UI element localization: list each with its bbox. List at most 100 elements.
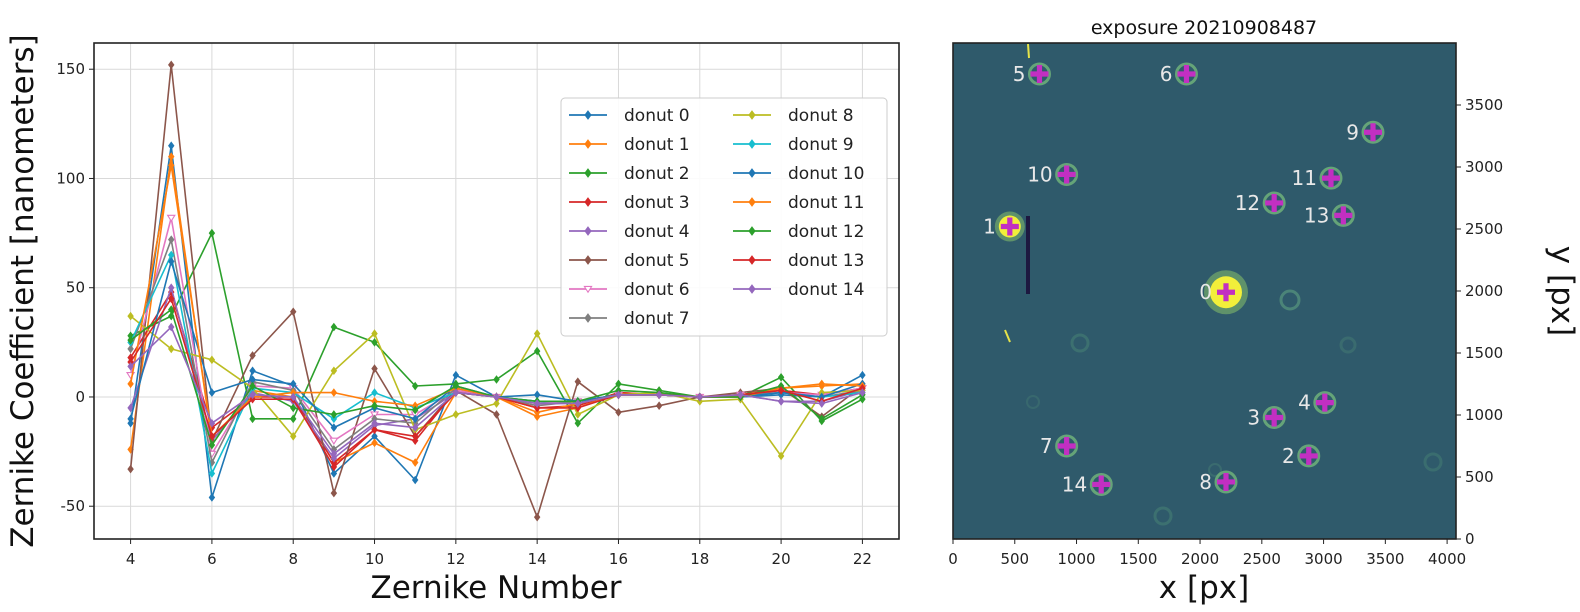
data-point [411,458,419,467]
data-point [371,364,378,373]
legend-item: donut 6 [569,280,690,300]
donut-ring [1027,62,1051,86]
ghost-donut [1153,506,1173,526]
axes-frame [93,42,900,540]
y-axis-label: Zernike Coefficient [nanometers] [5,34,41,547]
legend-item: donut 13 [733,251,864,271]
legend: donut 0 donut 1 donut 2 donut 3 donut 4 donut… [560,97,888,337]
data-point [493,399,500,408]
donut-label: 12 [1235,191,1260,215]
data-point [168,161,175,170]
donut-ring [1297,444,1321,468]
legend-item: donut 8 [733,106,854,126]
legend-item: donut 5 [569,251,690,271]
legend-item: donut 0 [569,106,690,126]
data-point [208,418,216,428]
data-point [696,397,704,406]
data-point [166,214,176,223]
donut-2: 2 [1282,444,1321,468]
image-y-tick-label: 2500 [1465,220,1503,238]
data-point [168,344,175,354]
legend-item: donut 7 [569,309,690,329]
data-point [208,493,216,502]
donut-ring [1055,162,1079,186]
donut-8: 8 [1199,470,1238,494]
data-point [289,403,297,413]
data-point [289,307,297,317]
data-point [371,438,378,448]
legend-label: donut 5 [624,251,690,271]
legend-marker [748,110,756,120]
data-point [249,381,256,391]
donut-4: 4 [1298,391,1337,415]
legend-item: donut 10 [733,164,864,184]
donut-label: 3 [1247,405,1260,429]
data-point [615,407,622,417]
data-point [289,432,297,441]
donut-label: 4 [1298,391,1311,415]
legend-box [560,97,888,337]
donut-cross-marker [1177,65,1196,83]
donut-ring [1262,405,1286,429]
donut-cross-marker [1000,217,1019,236]
data-point [208,355,216,365]
legend-item: donut 1 [569,135,690,155]
zernike-line-chart: 4 6 8 10 12 14 16 18 20 22 -50 0 50 100 150 Zernike N… [5,34,900,606]
donut-12: 12 [1235,191,1286,215]
donut-9: 9 [1346,120,1385,144]
legend-label: donut 14 [788,280,864,300]
donut-cross-marker [1265,408,1284,427]
image-title: exposure 20210908487 [1091,17,1317,39]
donut-5: 5 [1013,62,1051,86]
data-point [168,60,175,70]
data-point [859,394,866,404]
data-point [411,414,419,424]
donut-ring [1214,470,1238,494]
donut-ring [1055,434,1079,458]
data-point [452,410,460,419]
y-tick-label: 150 [56,60,85,78]
data-point [168,322,175,332]
legend-marker [748,197,756,207]
legend-item: donut 9 [733,135,854,155]
donut-cross-marker [1265,193,1284,212]
donut-cross-marker [1030,65,1049,83]
data-point [127,335,134,345]
legend-label: donut 6 [624,280,690,300]
data-point [818,399,825,408]
data-point [208,469,216,478]
legend-label: donut 11 [788,193,864,213]
x-tick-label: 4 [126,550,136,568]
data-point [411,475,419,485]
data-point [371,418,378,428]
legend-item: donut 4 [569,222,690,242]
donut-label: 6 [1160,62,1173,86]
series-group [125,60,868,522]
donut-label: 5 [1013,62,1026,86]
series-line [130,315,863,457]
data-point [127,414,134,424]
data-point [127,362,134,371]
image-x-axis-label: x [px] [1159,570,1249,606]
data-point [249,390,256,400]
data-point [168,141,175,150]
donut-label: 1 [983,215,996,239]
data-point [289,414,297,424]
x-tick-label: 16 [609,550,628,568]
donut-cross-marker [1363,123,1382,142]
donut-label: 2 [1282,444,1295,468]
legend-marker [584,313,592,323]
data-point [330,449,338,459]
donut-ring [1331,203,1355,227]
legend-item: donut 11 [733,193,864,213]
legend-marker [748,226,756,236]
image-x-tick-label: 3500 [1366,550,1404,568]
legend-items: donut 0 donut 1 donut 2 donut 3 donut 4 donut… [569,106,864,329]
data-point [168,235,175,244]
donut-7: 7 [1040,434,1079,458]
legend-marker [584,110,592,120]
data-point [168,283,175,293]
